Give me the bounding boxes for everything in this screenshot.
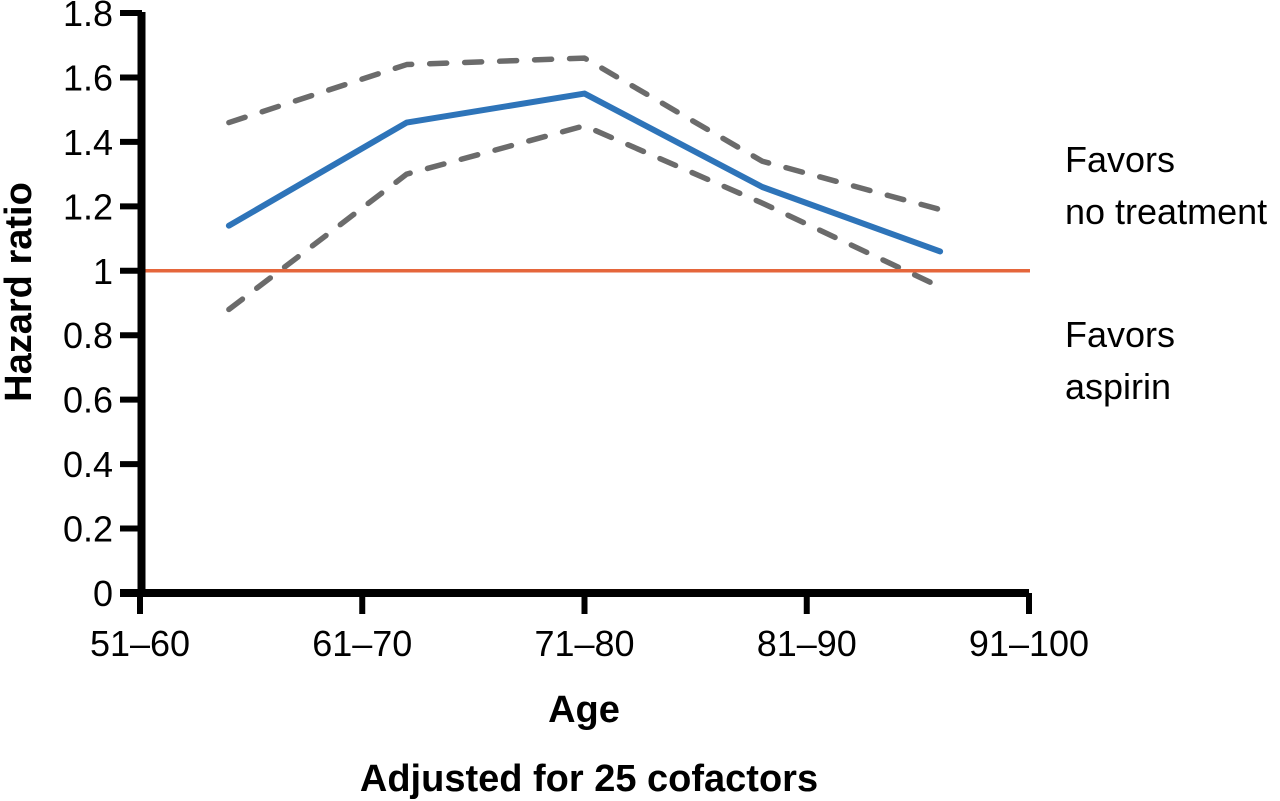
series-hazard-ratio-line: [225, 90, 944, 255]
favors-aspirin-annotation: Favors aspirin: [1065, 314, 1175, 407]
series-upper-confidence-limit-line: [226, 55, 943, 213]
favors-aspirin-line1: Favors: [1065, 314, 1175, 355]
x-axis-title: Age: [548, 689, 620, 731]
x-tick-label: 51–60: [90, 623, 190, 664]
y-tick-label: 0.8: [63, 315, 113, 356]
y-tick-label: 0: [93, 573, 113, 614]
y-axis-title: Hazard ratio: [0, 182, 40, 402]
favors-aspirin-line2: aspirin: [1065, 366, 1171, 407]
data-series: [225, 55, 944, 313]
chart-footnote: Adjusted for 25 cofactors: [360, 758, 818, 800]
favors-no-treatment-annotation: Favors no treatment: [1065, 139, 1267, 232]
x-tick-label: 61–70: [312, 623, 412, 664]
y-tick-label: 1.6: [63, 57, 113, 98]
y-axis-ticks: 1.8 1.6 1.4 1.2 1 0.8 0.6 0.4 0.2 0: [63, 0, 142, 614]
x-tick-label: 71–80: [534, 623, 634, 664]
y-tick-label: 0.6: [63, 380, 113, 421]
y-tick-label: 1.4: [63, 122, 113, 163]
y-tick-label: 1: [93, 251, 113, 292]
x-tick-label: 91–100: [969, 623, 1089, 664]
series-lower-confidence-limit-line: [226, 123, 943, 313]
x-tick-label: 81–90: [757, 623, 857, 664]
favors-no-treatment-line2: no treatment: [1065, 191, 1267, 232]
favors-no-treatment-line1: Favors: [1065, 139, 1175, 180]
y-tick-label: 0.4: [63, 444, 113, 485]
y-tick-label: 0.2: [63, 509, 113, 550]
y-tick-label: 1.2: [63, 186, 113, 227]
y-tick-label: 1.8: [63, 0, 113, 34]
x-axis-ticks: 51–60 61–70 71–80 81–90 91–100: [90, 593, 1089, 664]
